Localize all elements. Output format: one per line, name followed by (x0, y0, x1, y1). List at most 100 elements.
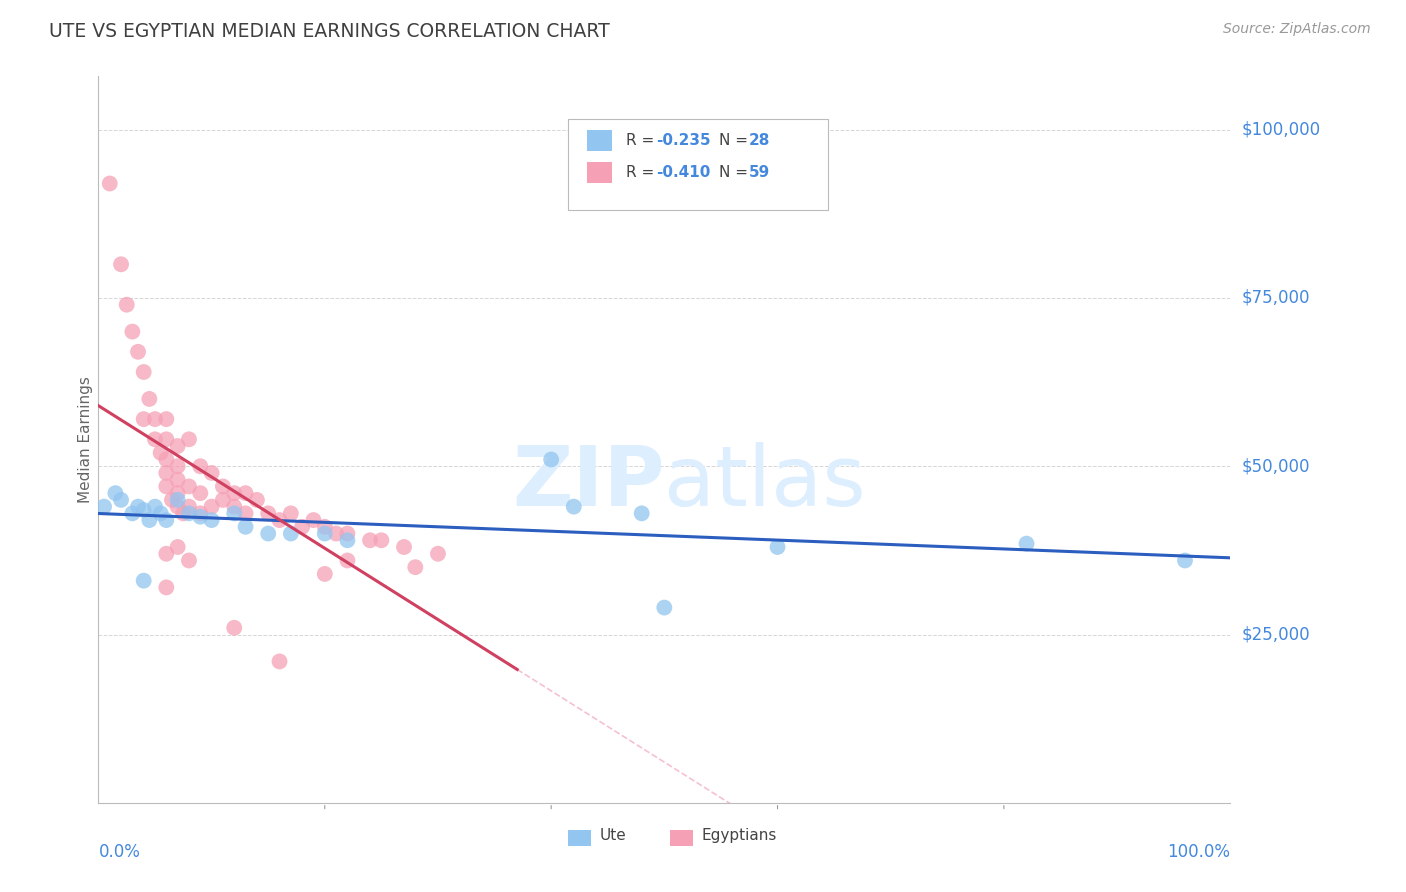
Point (562, 500, 585, 514)
Point (302, 513, 325, 527)
Text: 59: 59 (749, 165, 770, 180)
Text: 0.0%: 0.0% (98, 843, 141, 861)
Point (257, 507, 280, 521)
Bar (671, 830, 693, 847)
Point (1015, 536, 1038, 550)
Point (201, 513, 224, 527)
Point (314, 520, 336, 534)
Text: N =: N = (718, 133, 752, 148)
Point (115, 298, 138, 312)
Point (155, 513, 177, 527)
Point (166, 459, 188, 474)
Point (336, 553, 359, 567)
Point (143, 500, 166, 514)
Point (188, 509, 211, 524)
Point (160, 492, 183, 507)
Point (336, 533, 359, 548)
Text: $50,000: $50,000 (1241, 458, 1310, 475)
Point (132, 412, 155, 426)
Point (280, 507, 302, 521)
Bar (588, 130, 612, 151)
Text: UTE VS EGYPTIAN MEDIAN EARNINGS CORRELATION CHART: UTE VS EGYPTIAN MEDIAN EARNINGS CORRELAT… (49, 22, 610, 41)
Point (177, 479, 200, 493)
Point (155, 581, 177, 595)
Point (155, 547, 177, 561)
Point (104, 486, 127, 500)
Point (540, 452, 562, 467)
Point (235, 486, 257, 500)
Point (392, 540, 415, 554)
Point (155, 479, 177, 493)
Text: 28: 28 (749, 133, 770, 148)
Point (132, 503, 155, 517)
Point (257, 526, 280, 541)
Point (138, 392, 160, 406)
Text: R =: R = (626, 165, 659, 180)
Point (155, 412, 177, 426)
Point (177, 500, 200, 514)
Text: R =: R = (626, 133, 659, 148)
Point (166, 439, 188, 453)
Point (652, 600, 676, 615)
Point (166, 473, 188, 487)
Text: -0.410: -0.410 (657, 165, 711, 180)
Point (188, 459, 211, 474)
Point (224, 500, 246, 514)
Point (235, 507, 257, 521)
Point (766, 540, 789, 554)
Point (155, 452, 177, 467)
Point (121, 507, 143, 521)
Point (280, 526, 302, 541)
Point (630, 507, 652, 521)
Point (212, 492, 235, 507)
Y-axis label: Median Earnings: Median Earnings (77, 376, 93, 503)
Point (166, 540, 188, 554)
Text: N =: N = (718, 165, 752, 180)
Point (188, 486, 211, 500)
Point (269, 513, 291, 527)
Point (325, 526, 347, 541)
Point (110, 492, 132, 507)
Point (143, 432, 166, 446)
Point (149, 507, 172, 521)
Point (269, 655, 291, 669)
Text: 100.0%: 100.0% (1167, 843, 1230, 861)
Bar (588, 161, 612, 183)
Point (370, 533, 392, 548)
Point (93, 500, 115, 514)
Point (155, 432, 177, 446)
Point (127, 500, 149, 514)
Text: $25,000: $25,000 (1241, 625, 1310, 643)
Bar (568, 830, 591, 847)
Point (110, 257, 132, 271)
Point (336, 526, 359, 541)
Point (132, 365, 155, 379)
Point (177, 507, 200, 521)
Point (177, 432, 200, 446)
Point (138, 513, 160, 527)
Point (404, 560, 426, 574)
Point (155, 466, 177, 480)
Point (98, 177, 121, 191)
Point (201, 466, 224, 480)
Point (201, 500, 224, 514)
Point (166, 492, 188, 507)
Point (224, 507, 246, 521)
Point (121, 325, 143, 339)
Point (291, 520, 314, 534)
Point (166, 486, 188, 500)
Point (132, 574, 155, 588)
Point (166, 500, 188, 514)
Point (246, 492, 269, 507)
Point (212, 479, 235, 493)
Point (1174, 553, 1197, 567)
Point (359, 533, 381, 548)
FancyBboxPatch shape (568, 120, 828, 211)
Text: Source: ZipAtlas.com: Source: ZipAtlas.com (1223, 22, 1371, 37)
Text: Ute: Ute (600, 828, 627, 843)
Point (224, 486, 246, 500)
Text: Egyptians: Egyptians (702, 828, 778, 843)
Text: -0.235: -0.235 (657, 133, 711, 148)
Point (177, 553, 200, 567)
Text: atlas: atlas (665, 442, 866, 524)
